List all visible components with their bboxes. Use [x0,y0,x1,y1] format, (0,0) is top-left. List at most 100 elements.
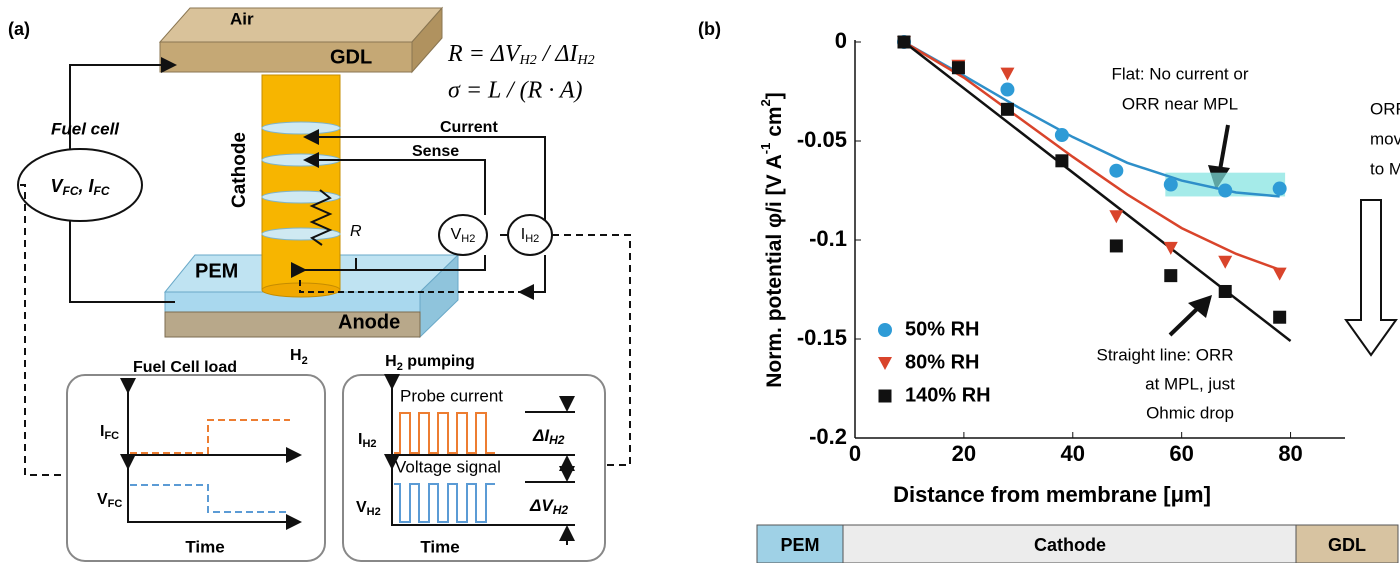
current-path [299,280,520,293]
annotation: moving [1370,129,1400,148]
gdl-front [159,41,413,73]
point [1109,163,1124,178]
annotation: ORR near MPL [1122,94,1238,113]
y-tick-label: -0.2 [809,424,847,449]
x-axis-label: Distance from membrane [μm] [893,482,1211,507]
y-tick-label: -0.1 [809,226,847,251]
air-label: Air [230,9,254,28]
x-tick-label: 60 [1169,441,1193,466]
point [1218,255,1233,269]
layer-label: PEM [780,535,819,555]
resistor-label: R [350,223,362,240]
point [1272,181,1287,196]
trend-arrow [1344,199,1398,357]
gdl-top [158,7,444,43]
formula-r: R = ΔVH2 / ΔIH2 [447,41,595,69]
di-label: ΔIH2 [532,426,565,447]
layer-label: GDL [1328,535,1366,555]
annotation: to MPL [1370,159,1400,178]
ifc-trace [130,419,290,454]
legend-label: 80% RH [905,351,979,373]
annotation: Flat: No current or [1112,64,1249,83]
x-tick-label: 0 [849,441,861,466]
formula-sigma: σ = L / (R · A) [448,78,582,104]
fuel-cell-label: Fuel cell [51,119,120,138]
point [1109,210,1124,224]
dv-label: ΔVH2 [529,496,568,517]
cathode [261,74,341,291]
y-tick-label: -0.05 [797,127,847,152]
y-tick-label: 0 [835,28,847,53]
point [1218,183,1233,198]
vfc-axis-label: VFC [97,491,122,510]
current-label: Current [440,119,498,136]
annotation: Straight line: ORR [1097,345,1234,364]
load-box [66,374,326,562]
fit-line [903,40,1281,271]
y-tick-label: -0.15 [797,325,847,350]
panel-a: (a) Air GDL R = ΔVH2 / ΔIH2 σ = L / (R ·… [8,6,631,562]
vfc-trace [130,484,290,513]
pem-layer [756,524,844,563]
ifc-axis-label: IFC [100,423,119,442]
point [1000,102,1014,116]
pump-time: Time [420,537,459,556]
pump-title: H2 pumping [385,353,475,373]
x-tick-label: 40 [1061,441,1085,466]
y-axis-label: Norm. potential φ/i [V A-1 cm2] [758,92,785,388]
load-time: Time [185,537,224,556]
cathode-bands [261,121,341,241]
anode [164,311,421,338]
panel-label: (a) [8,19,30,39]
ih2-axis-label: IH2 [358,431,377,450]
pump-box [342,374,606,562]
voltage-trace [394,483,495,523]
vh2-axis-label: VH2 [356,499,381,518]
gdl-layer [1295,524,1399,563]
anode-label: Anode [338,311,400,333]
legend-marker [878,389,892,403]
pump-axes [384,374,575,545]
load-axes [120,378,302,530]
annotation: Ohmic drop [1146,403,1234,422]
gdl-label: GDL [330,46,372,68]
panel-label: (b) [698,19,721,39]
probe-label: Probe current [400,386,503,405]
ih2-label: IH2 [521,226,540,245]
annotations: Flat: No current or ORR near MPL Straigh… [1097,64,1400,422]
annotation-arrows [1168,124,1230,337]
point [1218,284,1232,298]
x-tick-label: 80 [1278,441,1302,466]
point [1000,82,1015,97]
gdl-side [411,6,443,74]
fc-meter [17,148,143,222]
load-title: Fuel Cell load [133,359,237,376]
point [1163,241,1178,255]
x-tick-label: 20 [952,441,976,466]
vh2-label: VH2 [451,226,476,245]
point [1109,239,1123,253]
probe-trace [394,412,495,454]
point [897,35,911,49]
sense-label: Sense [412,143,459,160]
point [1273,310,1287,324]
resistor [309,189,333,246]
legend-marker [878,357,892,370]
voltage-label: Voltage signal [395,457,501,476]
annotation: at MPL, just [1145,374,1235,393]
fc-meter-label: VFC, IFC [50,176,109,198]
point [951,61,965,75]
vh2-meter [438,214,488,256]
panel-b: (b) Distance from membrane [μm] Norm. po… [698,19,1400,563]
legend-marker [878,323,892,337]
layer-strip: PEM Cathode GDL [756,524,1399,563]
legend-label: 50% RH [905,318,979,340]
annotation: ORR [1370,99,1400,118]
point [1164,269,1178,283]
pem-label: PEM [195,260,238,282]
cathode-label: Cathode [229,132,250,208]
point [1055,154,1069,168]
point [1163,177,1178,192]
layer-label: Cathode [1034,535,1106,555]
